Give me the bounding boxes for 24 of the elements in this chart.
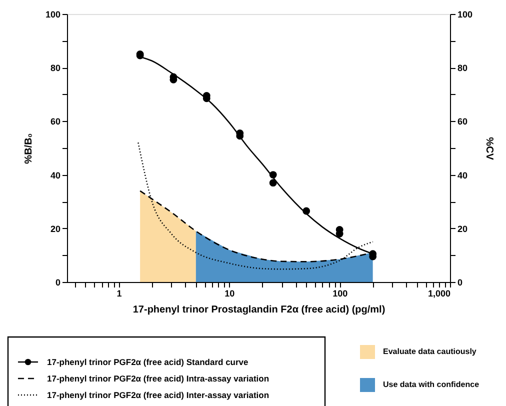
x-tick-label: 10 bbox=[224, 288, 235, 298]
y2-tick-label: 80 bbox=[458, 63, 468, 74]
y-tick-label: 80 bbox=[50, 63, 60, 74]
y-tick-label: 60 bbox=[50, 116, 60, 127]
legend-label: 17-phenyl trinor PGF2α (free acid) Standard curve bbox=[47, 357, 249, 367]
legend-label: 17-phenyl trinor PGF2α (free acid) Inter-assay variation bbox=[47, 390, 270, 400]
x-tick-label: 1 bbox=[116, 288, 122, 298]
y2-tick-label: 40 bbox=[458, 170, 468, 180]
y-axis-title: %B/B₀ bbox=[23, 133, 34, 164]
y2-axis-title: %CV bbox=[484, 137, 495, 160]
y2-tick-label: 0 bbox=[458, 278, 463, 288]
y-tick-label: 40 bbox=[50, 170, 60, 180]
x-axis-title: 17-phenyl trinor Prostaglandin F2α (free acid) (pg/ml) bbox=[132, 304, 386, 316]
x-tick-label: 1,000 bbox=[428, 288, 450, 298]
legend-label: Use data with confidence bbox=[383, 380, 480, 389]
y2-tick-label: 20 bbox=[458, 224, 468, 234]
y-tick-label: 0 bbox=[55, 278, 60, 288]
legend-label: Evaluate data cautiously bbox=[383, 347, 477, 356]
y-tick-label: 20 bbox=[50, 224, 60, 234]
y-tick-label: 100 bbox=[45, 10, 60, 20]
y2-tick-label: 100 bbox=[458, 10, 473, 20]
y2-tick-label: 60 bbox=[458, 116, 468, 127]
x-tick-label: 100 bbox=[332, 288, 348, 298]
legend-label: 17-phenyl trinor PGF2α (free acid) Intra-assay variation bbox=[47, 374, 270, 384]
